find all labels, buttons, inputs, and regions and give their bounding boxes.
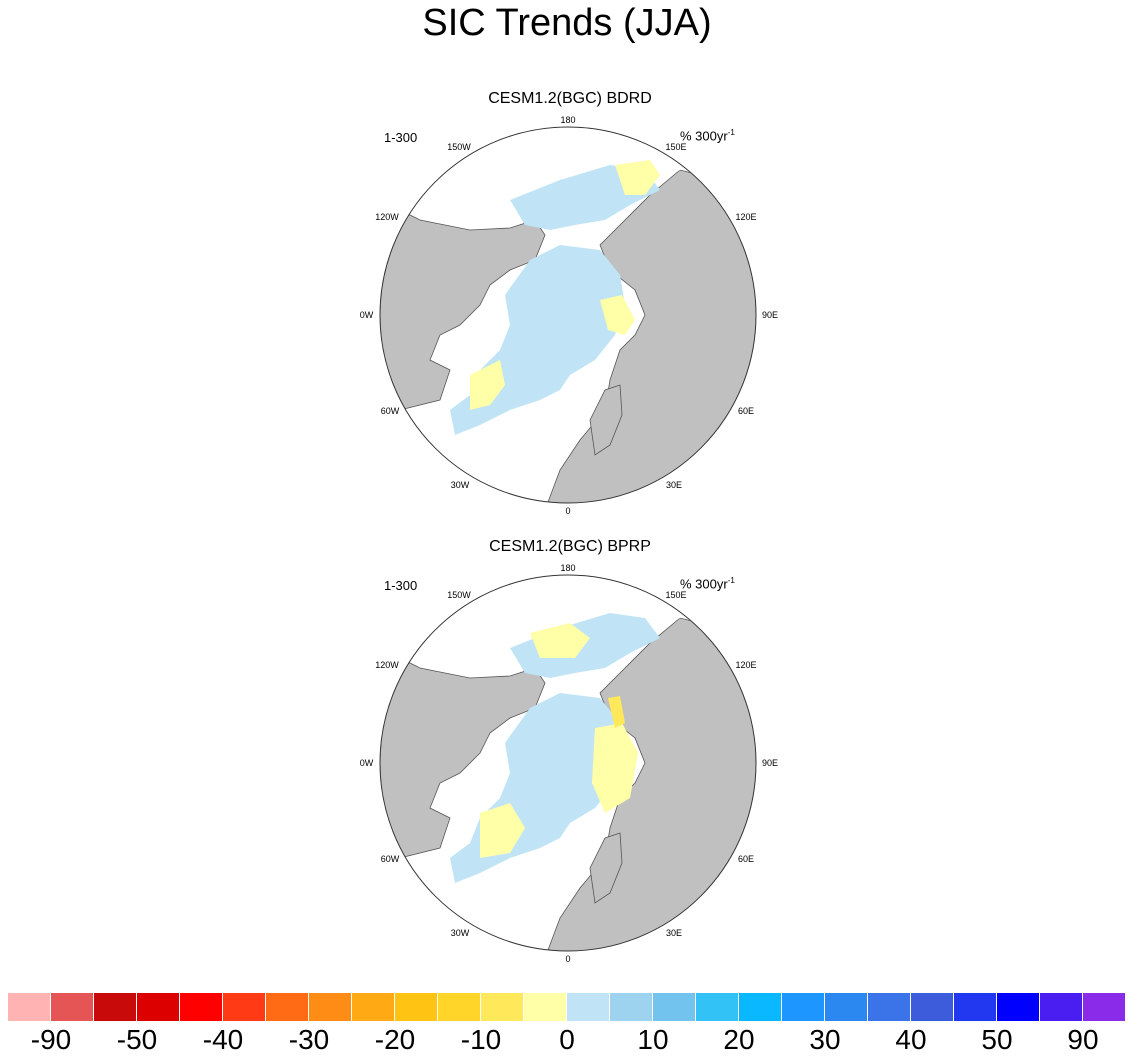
colorbar-tick-label: 0 xyxy=(559,1024,575,1055)
colorbar-tick-label: 10 xyxy=(637,1024,669,1055)
sea-ice-decrease-pacific xyxy=(530,623,590,658)
sea-ice-decrease-region xyxy=(592,723,638,813)
period-label: 1-300 xyxy=(384,578,418,593)
sea-ice-decrease-atlantic xyxy=(470,360,505,410)
colorbar-swatch xyxy=(352,993,395,1021)
lon-label-90w: 90W xyxy=(360,310,374,320)
colorbar-swatch xyxy=(524,993,567,1021)
map-panel-bdrd: CESM1.2(BGC) BDRD 1-300 % 300yr-1 180 15… xyxy=(360,90,780,530)
colorbar-swatch xyxy=(180,993,223,1021)
colorbar-swatch xyxy=(954,993,997,1021)
scandinavia-landmass xyxy=(589,832,623,904)
lon-label-60w: 60W xyxy=(381,854,400,864)
polar-map: 180 150E 120E 90E 60E 30E 0 30W 60W 90W … xyxy=(360,115,778,516)
colorbar-swatch xyxy=(223,993,266,1021)
colorbar xyxy=(8,993,1126,1021)
lon-label-30w: 30W xyxy=(451,928,470,938)
lon-label-150w: 150W xyxy=(447,590,471,600)
colorbar-swatch xyxy=(481,993,524,1021)
unit-label: % 300yr-1 xyxy=(680,128,735,144)
lon-label-150e: 150E xyxy=(665,590,686,600)
colorbar-tick-label: 20 xyxy=(723,1024,755,1055)
map-panel-bprp: CESM1.2(BGC) BPRP 1-300 % 300yr-1 180 15… xyxy=(360,538,780,978)
lon-label-60w: 60W xyxy=(381,406,400,416)
panel-title: CESM1.2(BGC) BDRD xyxy=(488,90,652,107)
colorbar-tick-label: 40 xyxy=(895,1024,927,1055)
period-label: 1-300 xyxy=(384,130,418,145)
unit-label: % 300yr-1 xyxy=(680,576,735,592)
lon-label-120e: 120E xyxy=(735,212,756,222)
colorbar-tick-label: -20 xyxy=(374,1024,416,1055)
colorbar-swatch xyxy=(567,993,610,1021)
colorbar-swatch xyxy=(137,993,180,1021)
lon-label-30e: 30E xyxy=(666,480,682,490)
lon-label-180: 180 xyxy=(560,563,575,573)
sea-ice-decrease-region xyxy=(600,295,635,335)
polar-map: 180 150E 120E 90E 60E 30E 0 30W 60W 90W … xyxy=(360,563,778,964)
colorbar-swatch xyxy=(825,993,868,1021)
lon-label-180: 180 xyxy=(560,115,575,125)
lon-label-0: 0 xyxy=(565,954,570,964)
lon-label-120e: 120E xyxy=(735,660,756,670)
colorbar-tick-label: -30 xyxy=(288,1024,330,1055)
lon-label-120w: 120W xyxy=(375,660,399,670)
colorbar-tick-label: -90 xyxy=(30,1024,72,1055)
colorbar-swatch xyxy=(868,993,911,1021)
colorbar-swatch xyxy=(438,993,481,1021)
colorbar-swatch xyxy=(653,993,696,1021)
colorbar-swatch xyxy=(1040,993,1083,1021)
panel-title: CESM1.2(BGC) BPRP xyxy=(489,538,651,555)
scandinavia-landmass xyxy=(589,384,623,456)
colorbar-swatch xyxy=(696,993,739,1021)
colorbar-swatch xyxy=(395,993,438,1021)
colorbar-tick-label: -50 xyxy=(116,1024,158,1055)
colorbar-swatch xyxy=(8,993,51,1021)
colorbar-swatch xyxy=(1083,993,1126,1021)
colorbar-swatch xyxy=(911,993,954,1021)
figure-title: SIC Trends (JJA) xyxy=(422,2,712,44)
lon-label-0: 0 xyxy=(565,506,570,516)
colorbar-tick-label: 30 xyxy=(809,1024,841,1055)
lon-label-30e: 30E xyxy=(666,928,682,938)
colorbar-swatch xyxy=(266,993,309,1021)
colorbar-swatch xyxy=(51,993,94,1021)
colorbar-swatch xyxy=(997,993,1040,1021)
lon-label-90w: 90W xyxy=(360,758,374,768)
sea-ice-increase-pacific xyxy=(510,613,660,678)
sea-ice-decrease-pacific xyxy=(615,160,660,195)
sea-ice-decrease-east xyxy=(608,696,625,728)
colorbar-swatch xyxy=(94,993,137,1021)
colorbar-swatch xyxy=(739,993,782,1021)
sea-ice-decrease-atlantic xyxy=(480,803,525,858)
lon-label-90e: 90E xyxy=(762,758,778,768)
lon-label-60e: 60E xyxy=(738,406,754,416)
lon-label-60e: 60E xyxy=(738,854,754,864)
colorbar-swatch xyxy=(610,993,653,1021)
lon-label-90e: 90E xyxy=(762,310,778,320)
colorbar-tick-label: -10 xyxy=(460,1024,502,1055)
colorbar-tick-label: 90 xyxy=(1067,1024,1099,1055)
lon-label-120w: 120W xyxy=(375,212,399,222)
colorbar-swatch xyxy=(309,993,352,1021)
lon-label-30w: 30W xyxy=(451,480,470,490)
lon-label-150e: 150E xyxy=(665,142,686,152)
lon-label-150w: 150W xyxy=(447,142,471,152)
colorbar-tick-label: -40 xyxy=(202,1024,244,1055)
colorbar-swatch xyxy=(782,993,825,1021)
colorbar-tick-label: 50 xyxy=(981,1024,1013,1055)
